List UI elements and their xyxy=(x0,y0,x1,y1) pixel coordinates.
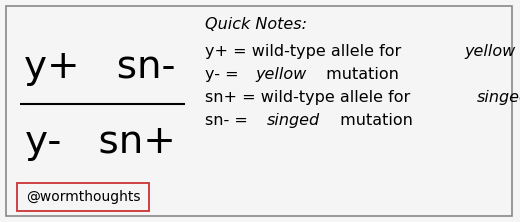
Text: Quick Notes:: Quick Notes: xyxy=(205,17,307,32)
Text: y-   sn+: y- sn+ xyxy=(24,123,175,161)
Text: singed: singed xyxy=(267,113,320,128)
Text: y+ = wild-type allele for: y+ = wild-type allele for xyxy=(205,44,406,59)
Text: y- =: y- = xyxy=(205,67,244,82)
Text: @wormthoughts: @wormthoughts xyxy=(26,190,140,204)
FancyBboxPatch shape xyxy=(6,6,512,216)
Text: yellow: yellow xyxy=(255,67,306,82)
FancyBboxPatch shape xyxy=(17,183,149,211)
Text: y+   sn-: y+ sn- xyxy=(24,48,176,86)
Text: sn+ = wild-type allele for: sn+ = wild-type allele for xyxy=(205,90,415,105)
Text: singed: singed xyxy=(476,90,520,105)
Text: yellow: yellow xyxy=(465,44,516,59)
Text: sn- =: sn- = xyxy=(205,113,253,128)
Text: mutation: mutation xyxy=(335,113,413,128)
Text: mutation: mutation xyxy=(321,67,399,82)
